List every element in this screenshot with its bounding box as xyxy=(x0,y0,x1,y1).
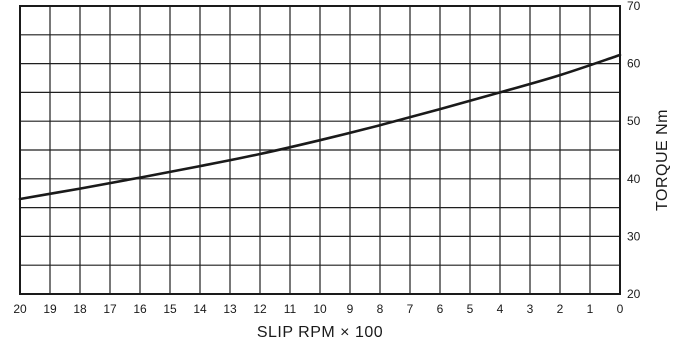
x-tick-label: 17 xyxy=(103,302,117,316)
y-tick-label: 40 xyxy=(627,172,641,186)
y-tick-label: 60 xyxy=(627,57,641,71)
x-axis-tick-labels: 20 19 18 17 16 15 14 13 12 11 10 9 8 7 6 5 4 3 2 1 0 xyxy=(13,302,623,316)
torque-curve xyxy=(18,53,622,201)
x-tick-label: 1 xyxy=(587,302,594,316)
y-tick-label: 50 xyxy=(627,114,641,128)
x-tick-label: 11 xyxy=(284,302,297,316)
x-tick-label: 4 xyxy=(497,302,504,316)
x-tick-label: 3 xyxy=(527,302,534,316)
x-tick-label: 8 xyxy=(377,302,384,316)
x-tick-label: 16 xyxy=(133,302,147,316)
x-tick-label: 19 xyxy=(43,302,57,316)
x-tick-label: 12 xyxy=(253,302,267,316)
x-tick-label: 6 xyxy=(437,302,444,316)
x-tick-label: 13 xyxy=(223,302,237,316)
y-tick-label: 70 xyxy=(627,0,641,13)
grid-lines xyxy=(20,6,620,294)
x-tick-label: 9 xyxy=(347,302,354,316)
x-axis-title: SLIP RPM × 100 xyxy=(257,324,383,341)
y-axis-title: TORQUE Nm xyxy=(654,109,671,211)
x-tick-label: 7 xyxy=(407,302,414,316)
plot-frame xyxy=(19,5,621,295)
x-tick-label: 15 xyxy=(163,302,177,316)
x-tick-label: 14 xyxy=(193,302,207,316)
y-tick-label: 20 xyxy=(627,287,641,301)
x-tick-label: 20 xyxy=(13,302,27,316)
x-tick-label: 18 xyxy=(73,302,87,316)
y-tick-label: 30 xyxy=(627,229,641,243)
x-tick-label: 5 xyxy=(467,302,474,316)
x-tick-label: 2 xyxy=(557,302,564,316)
x-tick-label: 10 xyxy=(313,302,327,316)
y-axis-tick-labels: 20 30 40 50 60 70 xyxy=(627,0,641,301)
x-tick-label: 0 xyxy=(617,302,624,316)
